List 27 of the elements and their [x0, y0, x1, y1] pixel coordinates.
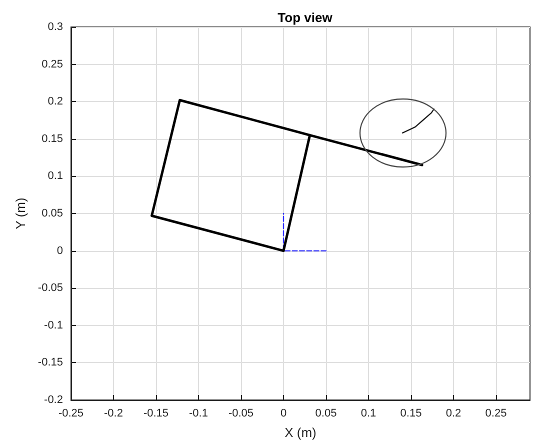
y-tick-label: -0.15	[38, 356, 63, 369]
y-tick-label: 0	[56, 244, 63, 257]
y-axis-title: Y (m)	[13, 198, 28, 230]
x-tick-label: 0.15	[400, 408, 422, 420]
x-tick-label: 0	[280, 408, 287, 420]
x-tick-label: 0.1	[360, 408, 376, 420]
y-tick-label: 0.15	[42, 132, 63, 145]
y-tick-label: 0.1	[48, 170, 63, 182]
line-series	[150, 98, 424, 252]
y-tick-label: 0.3	[48, 21, 63, 33]
y-tick-label: 0.25	[42, 58, 63, 70]
x-tick-label: -0.1	[189, 408, 208, 420]
chart-title: Top view	[278, 10, 334, 25]
y-tick-label: -0.2	[44, 394, 63, 406]
x-tick-label: -0.15	[143, 408, 169, 420]
x-tick-label: -0.25	[58, 408, 84, 420]
x-tick-label: 0.05	[315, 408, 337, 420]
x-axis-title: X (m)	[284, 425, 316, 440]
x-tick-label: 0.25	[485, 408, 507, 420]
x-tick-label: -0.2	[104, 408, 123, 420]
x-tick-label: -0.05	[228, 408, 254, 420]
y-tick-label: 0.05	[42, 208, 63, 220]
y-tick-label: 0.2	[48, 96, 63, 108]
y-tick-label: -0.1	[44, 319, 63, 332]
line-series	[402, 108, 435, 134]
x-tick-label: 0.2	[446, 408, 462, 420]
y-tick-label: -0.05	[38, 282, 63, 294]
